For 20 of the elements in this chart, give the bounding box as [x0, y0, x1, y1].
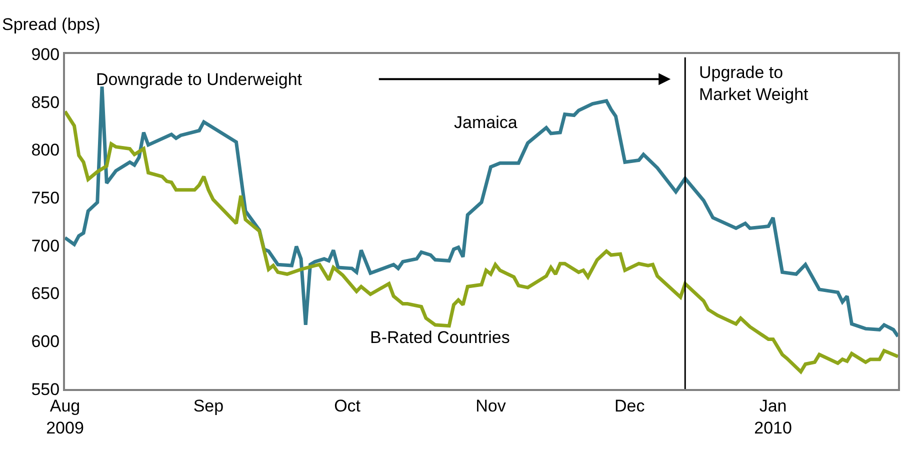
- x-tick-label: Oct: [334, 396, 361, 416]
- y-tick-label: 900: [31, 44, 60, 64]
- x-tick-label: Jan 2010: [754, 396, 792, 438]
- annotation: Downgrade to Underweight: [96, 70, 302, 89]
- y-tick-label: 850: [31, 92, 60, 112]
- x-tick-label: Dec: [614, 396, 646, 416]
- x-tick-label: Nov: [476, 396, 506, 416]
- series-label: Jamaica: [454, 113, 518, 132]
- y-tick-label: 750: [31, 188, 60, 208]
- y-axis-title: Spread (bps): [2, 15, 100, 34]
- series-label: B-Rated Countries: [370, 328, 510, 347]
- y-tick-label: 700: [31, 236, 60, 256]
- y-tick-label: 550: [31, 380, 60, 399]
- ref-line-label: Upgrade to Market Weight: [699, 63, 809, 104]
- y-tick-label: 650: [31, 284, 60, 304]
- y-tick-label: 800: [31, 140, 60, 160]
- x-tick-label: Sep: [193, 396, 224, 416]
- y-tick-label: 600: [31, 332, 60, 352]
- x-tick-label: Aug 2009: [46, 396, 84, 438]
- line-series: [65, 110, 898, 374]
